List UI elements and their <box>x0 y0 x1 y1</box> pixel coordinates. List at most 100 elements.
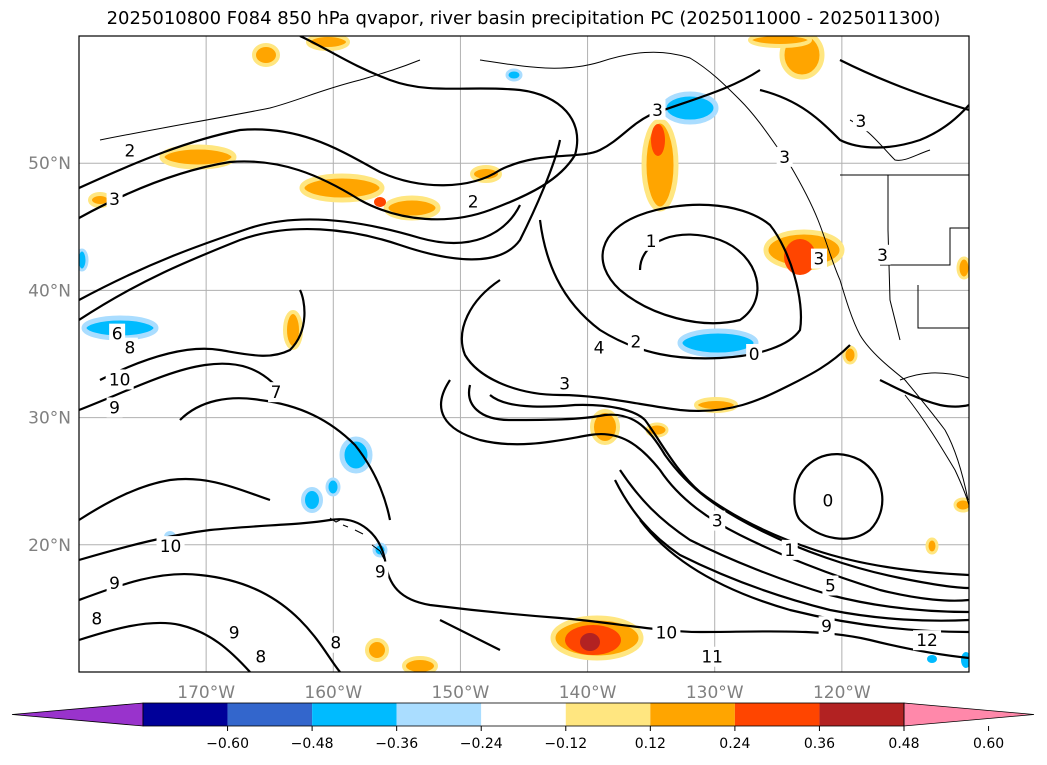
map-title: 2025010800 F084 850 hPa qvapor, river ba… <box>106 8 941 29</box>
colorbar-tick-label: −0.24 <box>460 736 503 752</box>
colorbar-tick-label: −0.60 <box>206 736 249 752</box>
contour-label-bg <box>874 244 891 265</box>
contour-label: 2 <box>124 141 135 161</box>
contour-label: 10 <box>656 624 678 644</box>
map-frame <box>78 35 970 673</box>
contour-label: 3 <box>109 190 120 210</box>
contour-label-bg <box>698 646 727 667</box>
shading-blob <box>402 656 438 672</box>
lat-tick-label: 50°N <box>28 154 71 174</box>
contour-label: 3 <box>856 112 867 132</box>
contour-label: 0 <box>822 491 833 511</box>
contour-label-bg <box>852 111 869 132</box>
contour-label: 9 <box>229 624 240 644</box>
contour-label: 2 <box>630 332 641 352</box>
colorbar-extend-high <box>903 702 1035 727</box>
colorbar-tick-label: 0.36 <box>804 736 835 752</box>
contour-label: 11 <box>701 648 723 668</box>
colorbar-segment <box>312 703 397 726</box>
contour-label-bg <box>819 490 836 511</box>
contour-label-bg <box>746 344 763 364</box>
colorbar-segment <box>396 703 482 726</box>
contour-label: 9 <box>109 398 120 418</box>
contour-label: 8 <box>124 339 135 359</box>
lon-tick-label: 170°W <box>177 683 235 703</box>
colorbar-segment <box>565 703 651 726</box>
lon-tick-label: 120°W <box>813 683 871 703</box>
contour-label-bg <box>913 630 942 651</box>
lon-tick-label: 140°W <box>559 683 617 703</box>
contour-label: 8 <box>255 648 266 668</box>
shading-blob <box>961 652 969 668</box>
contour-label: 3 <box>814 250 825 270</box>
contour-label: 2 <box>468 192 479 212</box>
shading-blob <box>339 436 373 474</box>
contour-label: 10 <box>160 537 182 557</box>
contour-label-bg <box>709 510 726 531</box>
contour-label: 3 <box>779 148 790 168</box>
contour-label-bg <box>556 373 573 394</box>
contour-label-bg <box>822 575 839 596</box>
contour-label-bg <box>327 632 344 653</box>
contour-label-bg <box>591 337 608 358</box>
colorbar-tick-label: −0.12 <box>544 736 587 752</box>
colorbar-extend-low <box>11 702 144 727</box>
shading-blob <box>252 43 280 67</box>
contour-label: 9 <box>109 574 120 594</box>
colorbar-segment <box>481 703 566 726</box>
contour-label-bg <box>643 230 660 251</box>
colorbar-segment <box>227 703 313 726</box>
shading-blob <box>365 638 389 662</box>
contour-label: 8 <box>91 610 102 630</box>
contour-label: 3 <box>877 246 888 266</box>
contour-label: 5 <box>825 577 836 597</box>
shading-blob <box>505 68 523 82</box>
contour-label-bg <box>226 622 243 643</box>
lat-tick-label: 40°N <box>28 281 71 301</box>
colorbar-tick-label: −0.36 <box>375 736 418 752</box>
contour-label: 4 <box>594 339 605 359</box>
shading-blob <box>927 655 937 663</box>
shading-blob <box>283 310 303 350</box>
contour-label: 12 <box>916 631 938 651</box>
contour-label-bg <box>649 99 666 120</box>
shading-blob <box>953 497 969 513</box>
shading-blob <box>383 195 441 221</box>
contour-label: 8 <box>330 634 341 654</box>
colorbar-tick-label: −0.48 <box>291 736 334 752</box>
contour-label: 0 <box>749 345 760 365</box>
contour-label: 3 <box>652 101 663 121</box>
colorbar-segment <box>734 703 820 726</box>
contour-label: 9 <box>821 617 832 637</box>
colorbar-segment <box>819 703 904 726</box>
shading-blob <box>651 124 665 156</box>
contour-label: 10 <box>109 370 131 390</box>
colorbar-tick-label: 0.24 <box>719 736 750 752</box>
shading-blob <box>748 36 812 48</box>
contour-label: 1 <box>784 541 795 561</box>
colorbar-segment <box>143 703 228 726</box>
contour-label-bg <box>106 188 123 209</box>
contour-label-bg <box>121 337 138 358</box>
shading-blob <box>470 165 502 183</box>
colorbar-outline <box>142 702 905 727</box>
contour-label-bg <box>121 140 138 161</box>
longitude-labels: 170°W 160°W 150°W 140°W 130°W 120°W <box>177 683 871 703</box>
colorbar-segment <box>650 703 735 726</box>
contour-label: 6 <box>112 325 123 345</box>
shading-blob <box>79 248 89 272</box>
contour-label-bg <box>88 608 105 629</box>
contour-label: 3 <box>712 512 723 532</box>
colorbar-tick-label: 0.48 <box>888 736 919 752</box>
lon-tick-label: 130°W <box>686 683 744 703</box>
contour-label-bg <box>818 616 835 637</box>
contour-label-bg <box>810 248 827 269</box>
lon-tick-label: 150°W <box>432 683 490 703</box>
contour-label-bg <box>627 331 644 352</box>
contour-label-bg <box>781 539 798 560</box>
contour-label-bg <box>105 369 134 390</box>
shading-blob <box>580 633 600 651</box>
contour-label: 7 <box>271 383 282 403</box>
